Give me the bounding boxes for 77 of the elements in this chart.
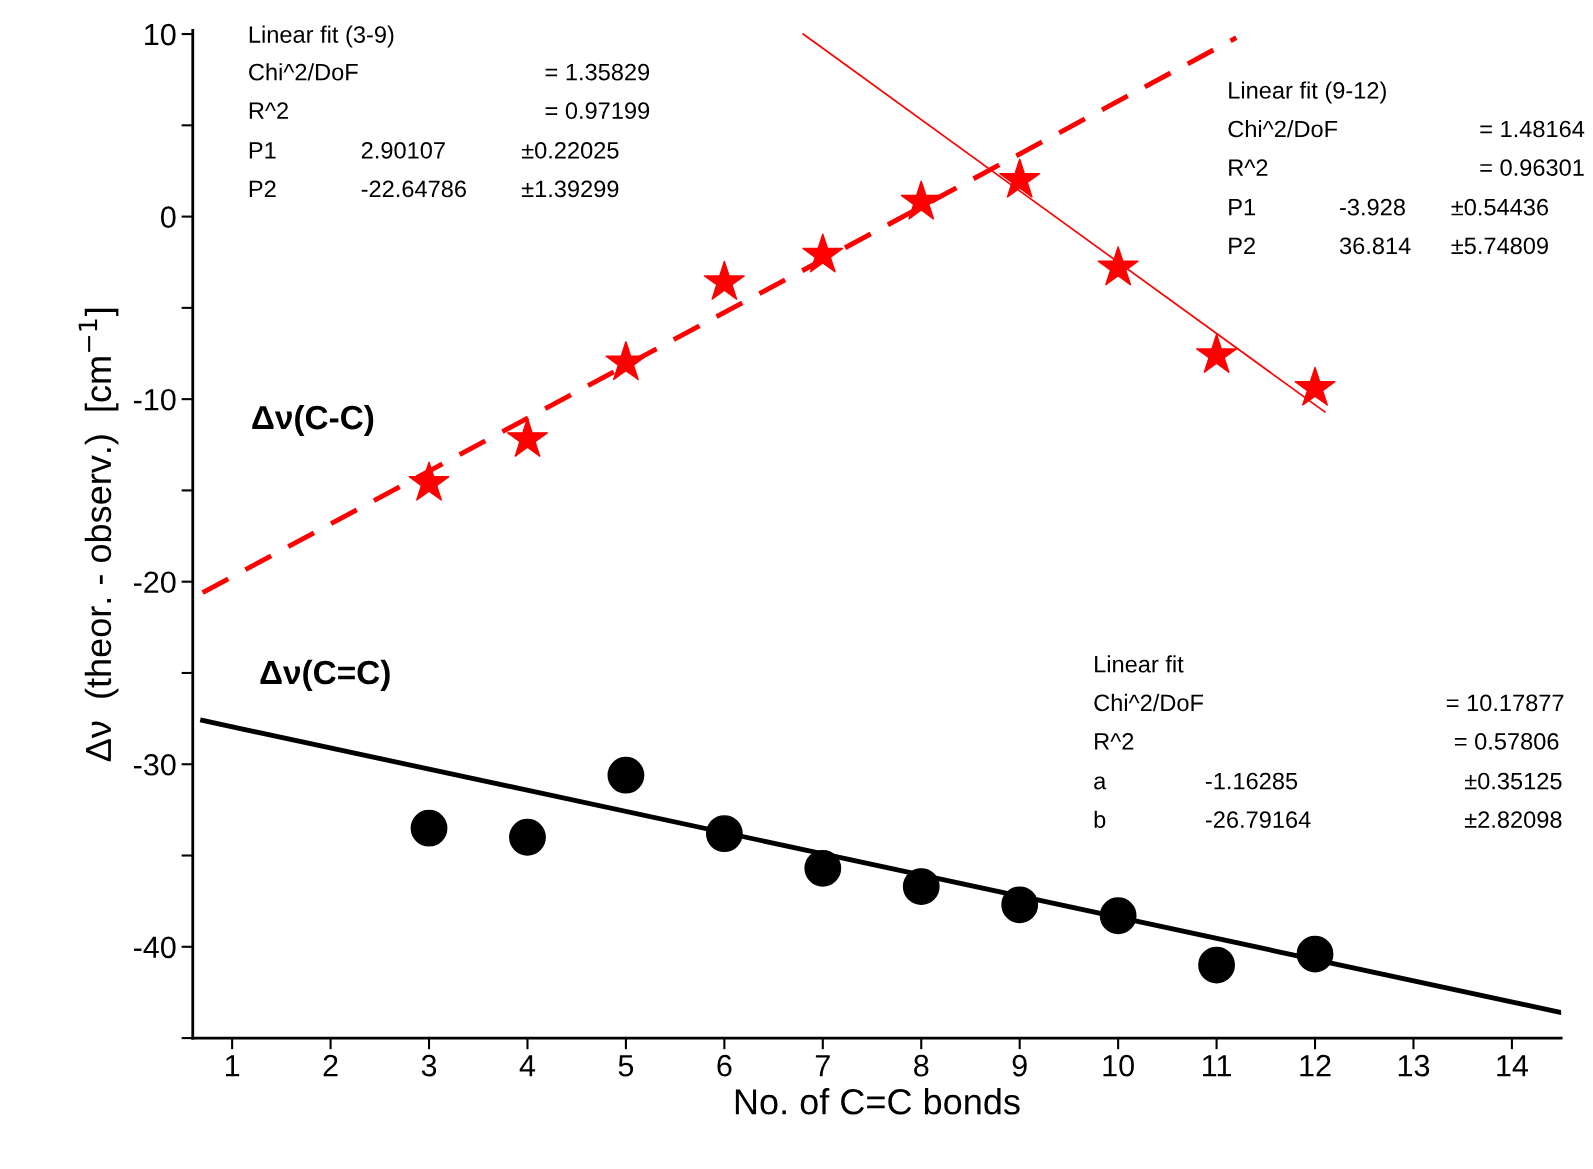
point [1099, 897, 1137, 935]
annotation: P2 [1229, 237, 1255, 254]
x-tick-label: 9 [1012, 1054, 1027, 1077]
annotation: ±2.82098 [1464, 811, 1562, 828]
x-tick-label: 6 [717, 1054, 732, 1077]
annotation: b [1094, 810, 1106, 828]
annotation: 2.90107 [361, 141, 445, 159]
point [509, 818, 546, 856]
annotation: a [1094, 776, 1107, 790]
y-tick-label: 10 [145, 23, 176, 46]
annotation: ±1.39299 [521, 180, 619, 198]
annotation: -3.928 [1340, 198, 1405, 216]
annotation: Δν(C-C) [252, 404, 374, 437]
annotation: P1 [1229, 199, 1255, 216]
x-tick-label: 8 [914, 1054, 929, 1077]
x-tick-label: 13 [1398, 1054, 1430, 1077]
x-tick-label: 1 [225, 1055, 240, 1077]
point [804, 849, 842, 887]
annotation: -26.79164 [1205, 811, 1311, 828]
annotation: Δν(C=C) [260, 659, 390, 691]
point [900, 180, 942, 220]
x-tick-label: 14 [1497, 1055, 1529, 1077]
annotation: Chi^2/DoF [249, 63, 358, 81]
y-axis-title: Δν (theor. - observ.) [cm$^{−1}$] [78, 308, 119, 762]
y-tick-label: -30 [133, 753, 176, 776]
annotation: Chi^2/DoF [1094, 693, 1204, 712]
annotation: = 0.96301 [1480, 159, 1584, 176]
point [705, 815, 743, 853]
point [1294, 366, 1336, 406]
annotation: = 0.97199 [545, 102, 650, 120]
annotation: Linear fit (9-12) [1229, 81, 1386, 104]
point [999, 158, 1041, 198]
point [506, 417, 548, 457]
x-tick-label: 12 [1300, 1054, 1331, 1077]
annotation: R^2 [1229, 159, 1268, 176]
annotation: Linear fit [1095, 655, 1184, 673]
y-tick-label: -20 [133, 571, 176, 594]
point [605, 341, 647, 381]
x-tick-label: 11 [1203, 1055, 1231, 1077]
annotation: ±0.22025 [521, 141, 619, 159]
x-tick-label: 5 [618, 1055, 634, 1077]
point [902, 868, 940, 905]
x-tick-label: 3 [421, 1054, 437, 1077]
annotation: ±0.54436 [1451, 198, 1549, 216]
point [1001, 886, 1039, 924]
annotation: 36.814 [1339, 237, 1411, 255]
annotation: P1 [249, 142, 276, 159]
annotation: = 10.17877 [1446, 694, 1564, 712]
annotation: = 0.57806 [1454, 733, 1559, 750]
annotation: -1.16285 [1205, 772, 1298, 790]
annotation: Chi^2/DoF [1228, 120, 1338, 138]
annotation: -22.64786 [361, 180, 466, 198]
point [703, 260, 745, 300]
y-tick-label: -10 [133, 388, 176, 411]
annotation: P2 [249, 180, 276, 198]
x-axis-title: No. of C=C bonds [735, 1088, 1020, 1115]
y-tick-label: 0 [160, 206, 176, 228]
annotation: = 1.35829 [545, 63, 650, 81]
point [802, 233, 844, 273]
annotation: = 1.48164 [1480, 120, 1585, 138]
point [607, 756, 645, 794]
annotation: R^2 [1095, 733, 1134, 750]
point [410, 809, 448, 847]
point [1097, 246, 1139, 286]
x-tick-label: 4 [519, 1055, 536, 1077]
annotation: ±0.35125 [1464, 772, 1562, 790]
annotation: R^2 [249, 102, 288, 119]
x-tick-label: 10 [1103, 1054, 1134, 1077]
x-tick-label: 7 [815, 1055, 830, 1077]
y-tick-label: -40 [133, 936, 176, 959]
point [408, 461, 450, 501]
x-tick-label: 2 [323, 1054, 338, 1077]
point [1296, 935, 1334, 973]
point [1198, 946, 1235, 984]
annotation: Linear fit (3-9) [249, 25, 394, 48]
point [1196, 333, 1238, 373]
annotation: ±5.74809 [1451, 237, 1548, 255]
